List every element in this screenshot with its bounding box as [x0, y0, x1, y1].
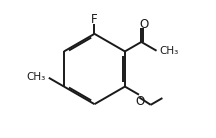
Text: O: O	[135, 95, 144, 108]
Text: F: F	[91, 13, 98, 26]
Text: O: O	[139, 18, 149, 31]
Text: CH₃: CH₃	[27, 72, 46, 82]
Text: CH₃: CH₃	[160, 46, 179, 56]
